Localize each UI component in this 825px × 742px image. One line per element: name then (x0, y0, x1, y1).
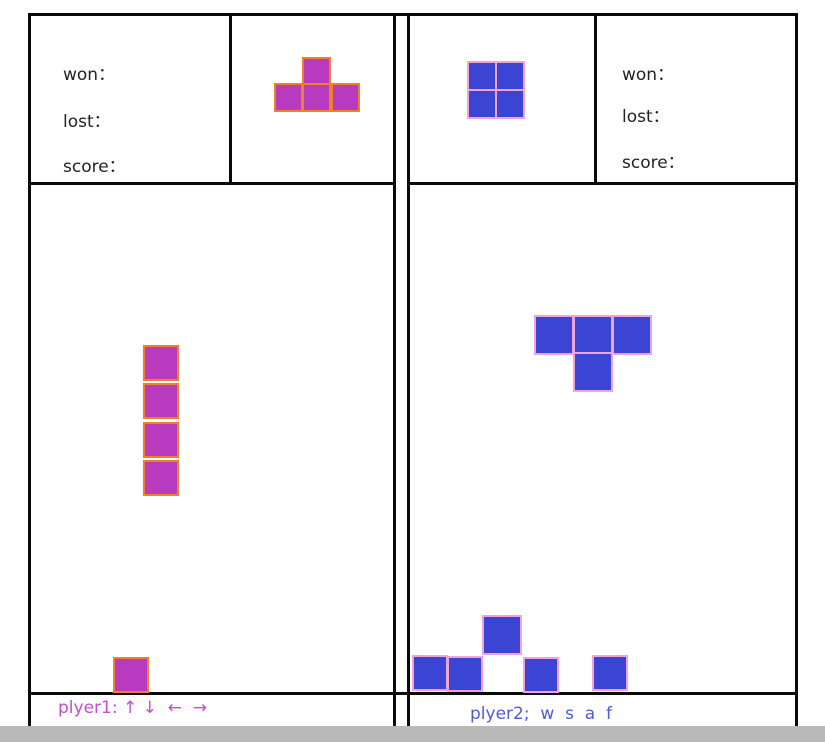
p1-header-bottom (28, 182, 395, 185)
footer-top-line (28, 692, 798, 695)
frame-right-border (795, 13, 798, 727)
p2-controls-hint: plyer2; w s a f (470, 704, 612, 724)
p2-next-block (467, 89, 497, 119)
p2-falling-block (612, 315, 652, 355)
p2-landed-block (592, 655, 628, 691)
p2-score-label: score： (622, 153, 685, 173)
p1-next-block (302, 57, 331, 86)
p2-falling-block (573, 352, 613, 392)
frame-top-border (28, 13, 798, 16)
p1-header-divider (229, 13, 232, 185)
p1-won-label: won： (63, 65, 116, 85)
p2-header-bottom (407, 182, 798, 185)
p1-lost-label: lost： (63, 112, 111, 132)
frame-center-divider-left (393, 13, 396, 727)
frame-left-border (28, 13, 31, 727)
p2-won-label: won： (622, 65, 675, 85)
p2-falling-block (573, 315, 613, 355)
p1-falling-block (143, 422, 179, 458)
p2-header-divider (594, 13, 597, 185)
p1-falling-block (143, 383, 179, 419)
p2-falling-block (534, 315, 574, 355)
p2-next-block (467, 61, 497, 91)
p2-landed-block (523, 657, 559, 693)
p1-next-block (274, 83, 303, 112)
p2-next-block (495, 61, 525, 91)
frame-center-divider-right (407, 13, 410, 727)
p1-falling-block (143, 345, 179, 381)
p1-next-block (302, 83, 331, 112)
p1-controls-hint: plyer1: ↑ ↓ ← → (58, 698, 207, 718)
p2-landed-block (412, 655, 448, 691)
p1-landed-block (113, 657, 149, 693)
p2-lost-label: lost： (622, 107, 670, 127)
p2-landed-block (482, 615, 522, 655)
p1-next-block (331, 83, 360, 112)
p1-score-label: score： (63, 157, 126, 177)
p2-landed-block (447, 656, 483, 692)
bottom-status-bar (0, 726, 825, 742)
p2-next-block (495, 89, 525, 119)
p1-falling-block (143, 460, 179, 496)
